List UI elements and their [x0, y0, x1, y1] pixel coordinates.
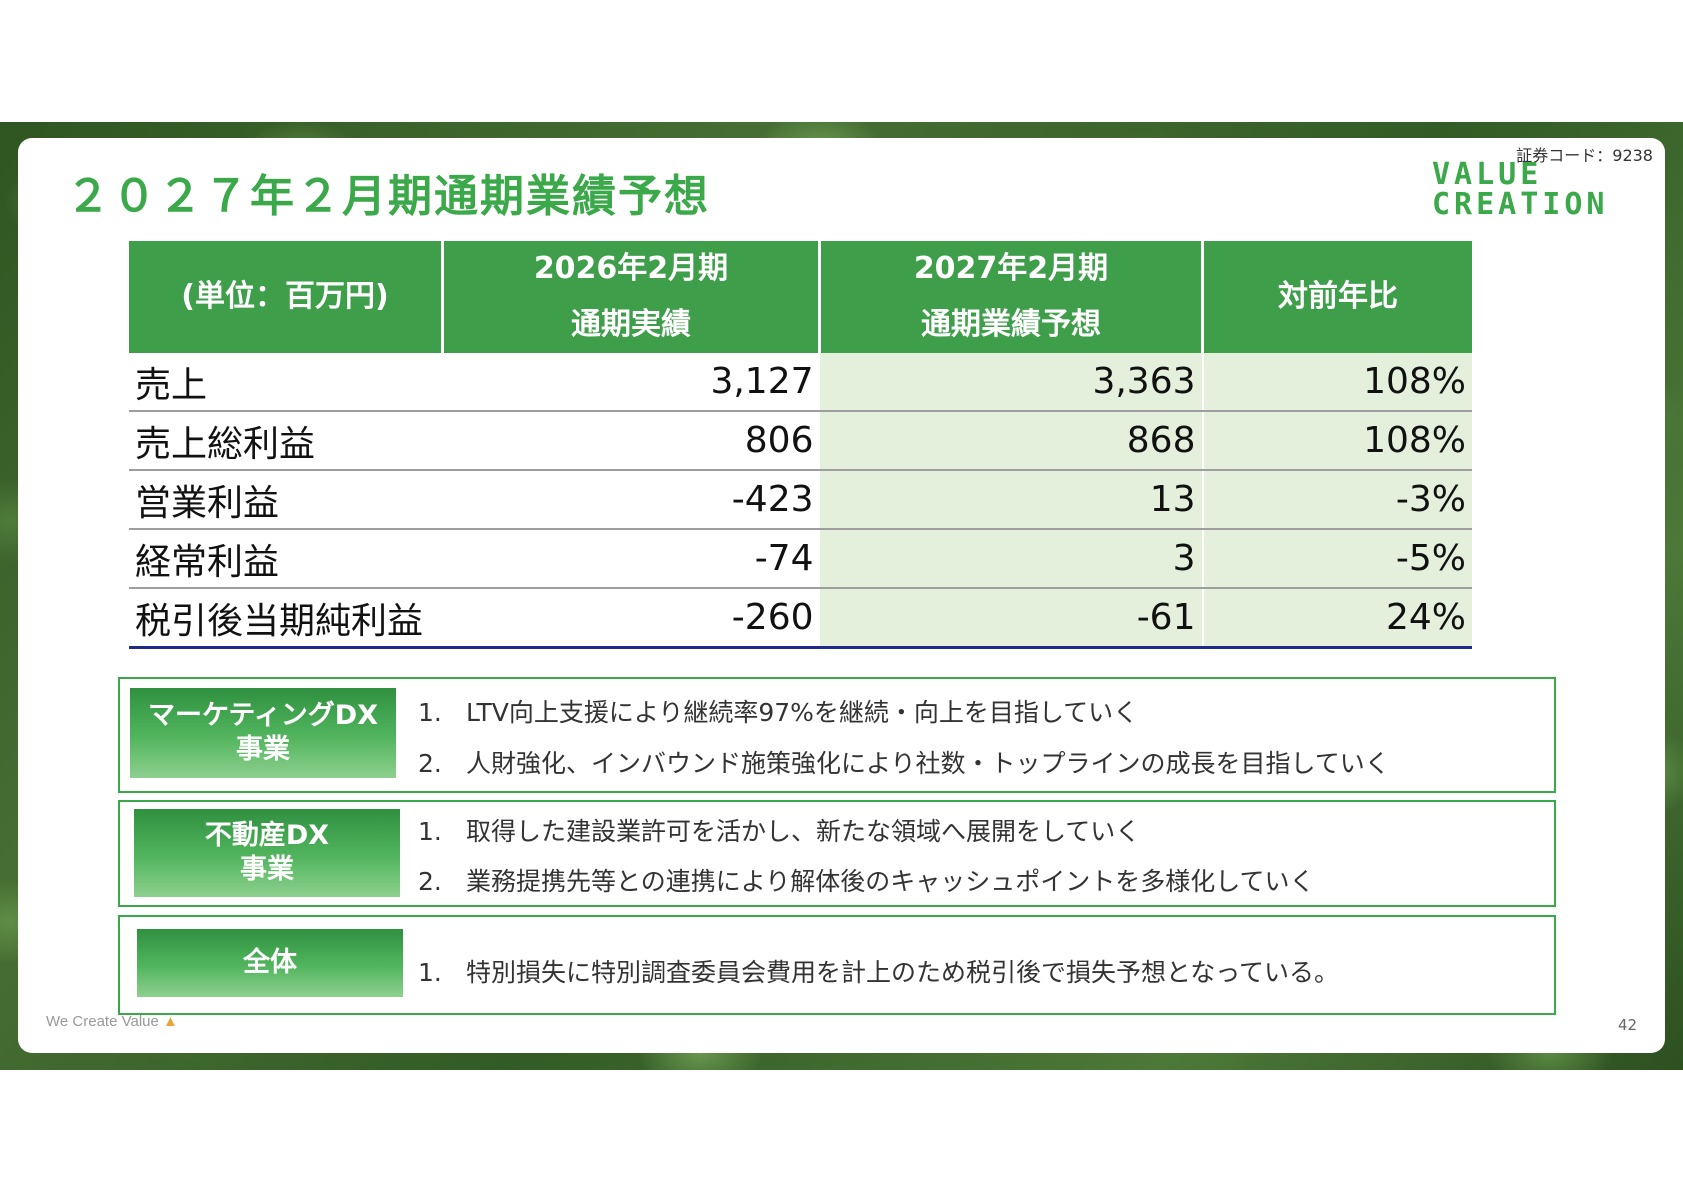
- row-label: 税引後当期純利益: [129, 588, 443, 649]
- item-text: 業務提携先等との連携により解体後のキャッシュポイントを多様化していく: [466, 867, 1315, 896]
- item-text: 取得した建設業許可を活かし、新たな領域へ展開をしていく: [466, 817, 1141, 846]
- logo-line-1: VALUE: [1432, 157, 1543, 192]
- actual-value: 806: [442, 411, 820, 471]
- item-text: 人財強化、インバウンド施策強化により社数・トップラインの成長を目指していく: [466, 749, 1390, 778]
- table-row: 経常利益 -74 3 -5%: [129, 529, 1472, 589]
- table-row: 税引後当期純利益 -260 -61 24%: [129, 588, 1472, 649]
- list-item: 2. 業務提携先等との連携により解体後のキャッシュポイントを多様化していく: [418, 862, 1315, 898]
- yoy-value: 108%: [1201, 411, 1472, 471]
- header-yoy: 対前年比: [1202, 241, 1472, 353]
- thumbs-up-icon: ▲: [163, 1013, 178, 1030]
- yoy-value: -3%: [1201, 470, 1472, 530]
- forecast-value: 13: [819, 470, 1203, 530]
- item-text: 特別損失に特別調査委員会費用を計上のため税引後で損失予想となっている。: [466, 958, 1340, 987]
- table-row: 売上総利益 806 868 108%: [129, 411, 1472, 471]
- forecast-value: 868: [819, 411, 1203, 471]
- actual-value: -74: [442, 529, 820, 589]
- financial-forecast-table: (単位：百万円) 2026年2月期 通期実績 2027年2月期 通期業績予想 対…: [129, 241, 1472, 649]
- forecast-value: -61: [819, 588, 1203, 649]
- actual-value: 3,127: [442, 353, 820, 412]
- item-number: 1.: [418, 698, 442, 727]
- list-item: 1. 特別損失に特別調査委員会費用を計上のため税引後で損失予想となっている。: [418, 953, 1339, 989]
- page-title: ２０２７年２月期通期業績予想: [66, 171, 710, 222]
- item-text: LTV向上支援により継続率97%を継続・向上を目指していく: [466, 698, 1139, 727]
- value-creation-logo: VALUE CREATION: [1432, 160, 1638, 222]
- list-item: 1. LTV向上支援により継続率97%を継続・向上を目指していく: [418, 693, 1138, 729]
- header-unit: (単位：百万円): [129, 241, 444, 353]
- footer-tagline: We Create Value ▲: [46, 1013, 178, 1030]
- forecast-value: 3,363: [819, 353, 1203, 412]
- item-number: 1.: [418, 817, 442, 846]
- row-label: 売上総利益: [129, 411, 443, 471]
- page-number: 42: [1618, 1016, 1638, 1034]
- row-label: 売上: [129, 353, 443, 412]
- segment-tag-marketing: マーケティングDX 事業: [130, 688, 396, 778]
- tag-line: 全体: [243, 947, 297, 978]
- tagline-text: We Create Value: [46, 1013, 159, 1030]
- actual-value: -260: [442, 588, 820, 649]
- tag-line: マーケティングDX: [147, 700, 379, 731]
- logo-line-2: CREATION: [1432, 187, 1609, 222]
- tag-line: 事業: [236, 734, 290, 765]
- list-item: 2. 人財強化、インバウンド施策強化により社数・トップラインの成長を目指していく: [418, 744, 1390, 780]
- yoy-value: 24%: [1201, 588, 1472, 649]
- actual-value: -423: [442, 470, 820, 530]
- item-number: 2.: [418, 749, 442, 778]
- segment-tag-overall: 全体: [137, 929, 403, 997]
- header-actual: 2026年2月期 通期実績: [442, 241, 821, 353]
- row-label: 経常利益: [129, 529, 443, 589]
- list-item: 1. 取得した建設業許可を活かし、新たな領域へ展開をしていく: [418, 812, 1140, 848]
- yoy-value: 108%: [1201, 353, 1472, 412]
- table-header-row: (単位：百万円) 2026年2月期 通期実績 2027年2月期 通期業績予想 対…: [129, 241, 1472, 353]
- tag-line: 不動産DX: [204, 820, 330, 851]
- stock-code: 証券コード：9238: [1516, 146, 1653, 165]
- header-forecast: 2027年2月期 通期業績予想: [819, 241, 1204, 353]
- tag-line: 事業: [240, 854, 294, 885]
- item-number: 1.: [418, 958, 442, 987]
- segment-tag-realestate: 不動産DX 事業: [134, 809, 400, 897]
- row-label: 営業利益: [129, 470, 443, 530]
- yoy-value: -5%: [1201, 529, 1472, 589]
- item-number: 2.: [418, 867, 442, 896]
- table-row: 営業利益 -423 13 -3%: [129, 470, 1472, 530]
- forecast-value: 3: [819, 529, 1203, 589]
- table-row: 売上 3,127 3,363 108%: [129, 353, 1472, 412]
